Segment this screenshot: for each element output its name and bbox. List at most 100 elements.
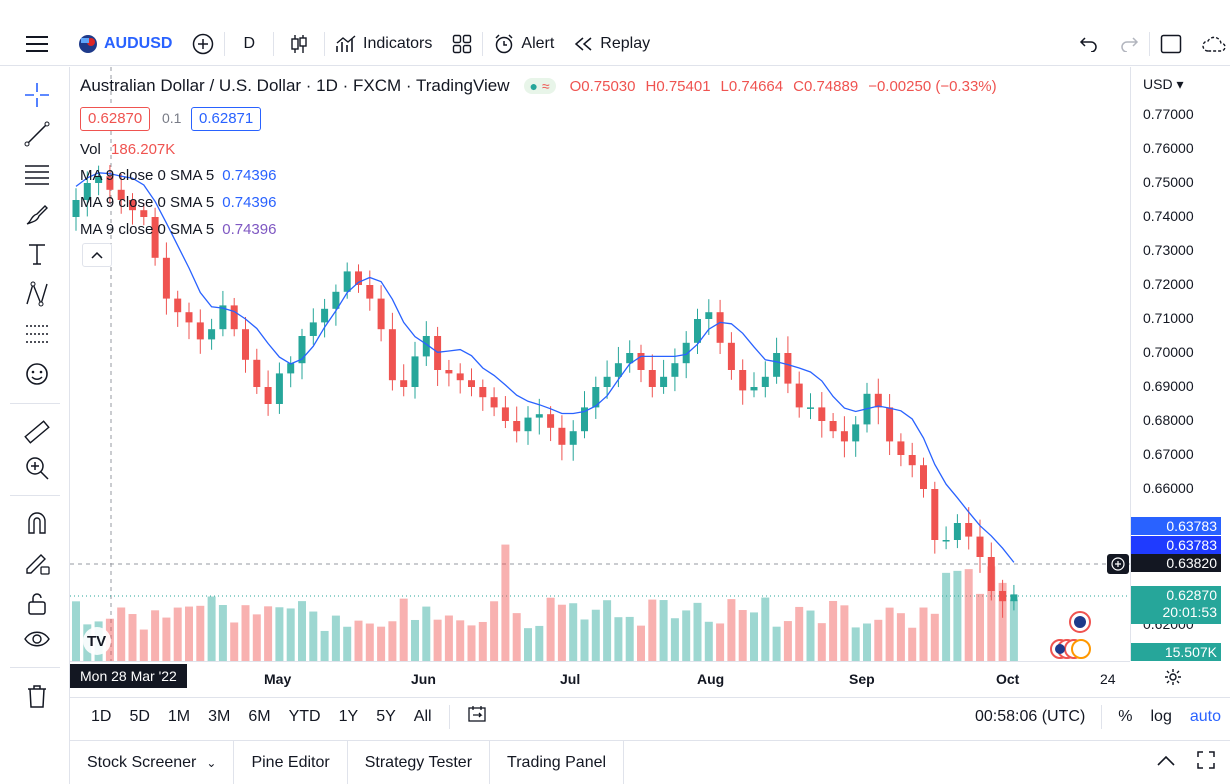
replay-button[interactable]: Replay xyxy=(564,22,660,65)
candle-body[interactable] xyxy=(829,421,837,432)
maximize-panel-button[interactable] xyxy=(1190,750,1230,775)
fib-tool[interactable] xyxy=(22,159,52,189)
tab-strategy-tester[interactable]: Strategy Tester xyxy=(348,741,491,784)
settings-button[interactable] xyxy=(1164,668,1182,689)
ma-legend-2[interactable]: MA 9 close 0 SMA 5 0.74396 xyxy=(80,194,277,211)
collapse-panel-button[interactable] xyxy=(1142,754,1190,772)
visibility-tool[interactable] xyxy=(22,624,52,654)
indicators-button[interactable]: Indicators xyxy=(325,22,442,65)
candle-body[interactable] xyxy=(117,189,125,200)
us-event-flag[interactable] xyxy=(1071,639,1091,659)
candle-body[interactable] xyxy=(106,176,114,190)
candle-body[interactable] xyxy=(513,421,521,432)
candle-body[interactable] xyxy=(343,271,351,292)
candle-body[interactable] xyxy=(524,417,532,432)
candle-body[interactable] xyxy=(908,455,916,466)
log-toggle[interactable]: log xyxy=(1150,707,1172,725)
candle-body[interactable] xyxy=(377,298,385,330)
candle-body[interactable] xyxy=(174,298,182,313)
compare-button[interactable] xyxy=(182,22,224,65)
tab-stock-screener[interactable]: Stock Screener ⌄ xyxy=(70,741,235,784)
candle-body[interactable] xyxy=(603,376,611,387)
add-level-button[interactable] xyxy=(1107,554,1129,574)
candle-body[interactable] xyxy=(795,383,803,408)
candle-body[interactable] xyxy=(456,373,464,381)
candle-body[interactable] xyxy=(852,424,860,442)
prediction-tool[interactable] xyxy=(22,319,52,349)
candle-body[interactable] xyxy=(671,363,679,377)
candle-body[interactable] xyxy=(987,557,995,591)
brush-tool[interactable] xyxy=(22,199,52,229)
trendline-tool[interactable] xyxy=(22,119,52,149)
ma-legend-3[interactable]: MA 9 close 0 SMA 5 0.74396 xyxy=(80,221,277,238)
candle-body[interactable] xyxy=(366,285,374,299)
lock-drawing-tool[interactable] xyxy=(22,548,52,578)
auto-toggle[interactable]: auto xyxy=(1189,707,1221,725)
chart-type-button[interactable] xyxy=(274,22,324,65)
candle-body[interactable] xyxy=(242,329,249,360)
candle-body[interactable] xyxy=(999,591,1007,602)
range-ytd[interactable]: YTD xyxy=(288,707,321,725)
crosshair-tool[interactable] xyxy=(22,80,52,110)
candle-body[interactable] xyxy=(773,353,781,377)
candle-body[interactable] xyxy=(637,353,645,370)
candle-body[interactable] xyxy=(547,414,555,428)
time-axis[interactable]: Mon 28 Mar '22 May Jun Jul Aug Sep Oct 2… xyxy=(70,661,1181,695)
candle-body[interactable] xyxy=(920,465,927,489)
candle-body[interactable] xyxy=(501,407,509,421)
candle-body[interactable] xyxy=(129,200,136,211)
candle-body[interactable] xyxy=(953,523,961,540)
candle-body[interactable] xyxy=(840,431,848,442)
candle-body[interactable] xyxy=(558,427,566,445)
candle-body[interactable] xyxy=(72,200,80,217)
candle-body[interactable] xyxy=(253,359,261,387)
candle-body[interactable] xyxy=(694,319,701,343)
candle-body[interactable] xyxy=(807,407,814,409)
pattern-tool[interactable] xyxy=(22,279,52,309)
redo-button[interactable] xyxy=(1109,22,1149,65)
candle-body[interactable] xyxy=(660,376,668,387)
percent-toggle[interactable]: % xyxy=(1118,707,1133,725)
candle-body[interactable] xyxy=(83,183,91,200)
candle-body[interactable] xyxy=(479,387,487,398)
candle-body[interactable] xyxy=(219,305,227,330)
candle-body[interactable] xyxy=(388,329,396,381)
buy-price-button[interactable]: 0.62871 xyxy=(191,107,262,131)
range-1d[interactable]: 1D xyxy=(91,707,112,725)
range-1m[interactable]: 1M xyxy=(167,707,191,725)
candle-body[interactable] xyxy=(705,312,713,319)
candle-body[interactable] xyxy=(434,336,442,370)
candle-body[interactable] xyxy=(208,329,216,340)
tab-trading-panel[interactable]: Trading Panel xyxy=(490,741,625,784)
fullscreen-button[interactable] xyxy=(1150,22,1192,65)
price-axis[interactable]: USD ▾ 0.77000 0.76000 0.75000 0.74000 0.7300… xyxy=(1130,67,1230,661)
icon-tool[interactable] xyxy=(22,359,52,389)
candle-body[interactable] xyxy=(151,217,159,258)
interval-button[interactable]: D xyxy=(225,22,273,65)
candle-body[interactable] xyxy=(275,373,283,404)
tradingview-logo[interactable]: TV xyxy=(78,627,116,655)
menu-button[interactable] xyxy=(0,22,68,65)
candle-body[interactable] xyxy=(422,336,430,357)
tab-pine-editor[interactable]: Pine Editor xyxy=(234,741,348,784)
range-5y[interactable]: 5Y xyxy=(376,707,396,725)
alert-button[interactable]: Alert xyxy=(483,22,564,65)
candle-body[interactable] xyxy=(95,176,103,183)
symbol-search-button[interactable]: AUDUSD xyxy=(68,22,182,65)
lock-tool[interactable] xyxy=(22,588,52,618)
candle-body[interactable] xyxy=(230,305,238,330)
candle-body[interactable] xyxy=(965,523,973,537)
candle-body[interactable] xyxy=(818,407,826,421)
candle-body[interactable] xyxy=(682,342,690,364)
range-all[interactable]: All xyxy=(413,707,432,725)
chart-pane[interactable] xyxy=(70,67,1130,661)
candle-body[interactable] xyxy=(942,540,950,542)
zoom-tool[interactable] xyxy=(22,453,52,483)
candle-body[interactable] xyxy=(761,376,769,387)
candle-body[interactable] xyxy=(490,397,498,408)
range-6m[interactable]: 6M xyxy=(248,707,271,725)
range-3m[interactable]: 3M xyxy=(208,707,231,725)
candle-body[interactable] xyxy=(886,407,894,442)
candle-body[interactable] xyxy=(140,210,148,217)
delete-tool[interactable] xyxy=(22,681,52,711)
